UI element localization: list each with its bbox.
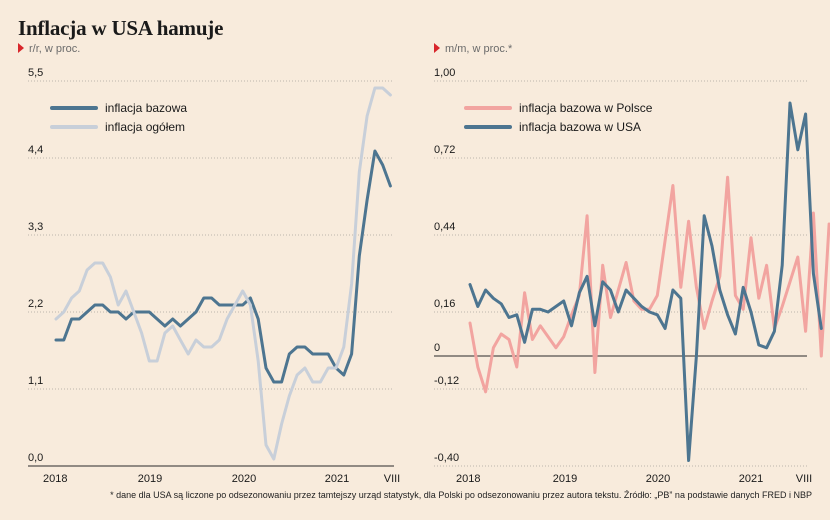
right-unit-label: m/m, w proc.* — [434, 43, 512, 55]
series-line-left-2 — [54, 86, 392, 461]
series-line-right-2 — [468, 101, 823, 462]
x-tick-label: 2018 — [43, 473, 67, 485]
x-tick-label: 2021 — [325, 473, 349, 485]
x-tick-label: 2019 — [553, 473, 577, 485]
x-tick-label: 2021 — [739, 473, 763, 485]
legend-label: inflacja bazowa w Polsce — [519, 101, 653, 115]
x-tick-label: 2020 — [646, 473, 670, 485]
x-tick-label: 2019 — [138, 473, 162, 485]
y-tick-label: 1,00 — [434, 67, 455, 79]
y-tick-label: -0,40 — [434, 452, 459, 464]
triangle-marker-icon — [18, 43, 24, 53]
triangle-marker-icon — [434, 43, 440, 53]
x-tick-label: 2018 — [456, 473, 480, 485]
legend-label: inflacja bazowa w USA — [519, 120, 641, 134]
y-tick-label: 1,1 — [28, 375, 43, 387]
series-line-left-1 — [54, 149, 392, 384]
y-tick-label: 0,44 — [434, 221, 455, 233]
y-tick-label: 2,2 — [28, 298, 43, 310]
left-unit-text: r/r, w proc. — [29, 43, 81, 55]
series-line-right-1 — [468, 175, 830, 394]
y-tick-label: -0,12 — [434, 375, 459, 387]
chart-title: Inflacja w USA hamuje — [18, 16, 224, 40]
right-unit-text: m/m, w proc.* — [445, 43, 513, 55]
left-unit-label: r/r, w proc. — [18, 43, 80, 55]
x-tick-label: 2020 — [232, 473, 256, 485]
y-tick-label: 0,16 — [434, 298, 455, 310]
y-tick-label: 4,4 — [28, 144, 43, 156]
y-tick-label: 3,3 — [28, 221, 43, 233]
y-tick-label: 0,0 — [28, 452, 43, 464]
y-tick-label: 0 — [434, 342, 440, 354]
footnote: * dane dla USA są liczone po odsezonowan… — [110, 490, 812, 500]
legend-label: inflacja bazowa — [105, 101, 187, 115]
x-tick-label: VIII — [384, 473, 401, 485]
legend-label: inflacja ogółem — [105, 120, 185, 134]
y-tick-label: 0,72 — [434, 144, 455, 156]
y-tick-label: 5,5 — [28, 67, 43, 79]
x-tick-label: VIII — [796, 473, 813, 485]
